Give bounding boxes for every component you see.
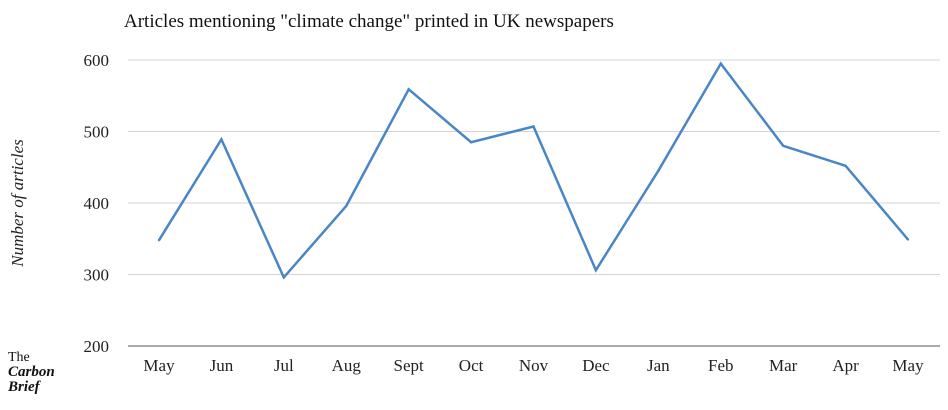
y-axis-label: Number of articles — [8, 139, 27, 268]
data-point — [719, 62, 722, 65]
x-tick-label: Sept — [394, 356, 425, 375]
x-tick-label: Dec — [582, 356, 610, 375]
x-tick-label: Jun — [210, 356, 234, 375]
data-point — [407, 88, 410, 91]
data-point — [469, 141, 473, 144]
data-point — [781, 144, 785, 147]
x-tick-label: Oct — [459, 356, 484, 375]
y-tick-label: 400 — [84, 194, 110, 213]
x-tick-label: Nov — [519, 356, 549, 375]
x-tick-label: May — [143, 356, 175, 375]
x-tick-label: Jan — [647, 356, 670, 375]
logo-the-text: The — [8, 350, 30, 365]
data-point — [657, 169, 660, 173]
data-point — [282, 276, 286, 279]
data-point — [594, 269, 598, 272]
series-line-group — [157, 61, 909, 280]
data-points — [157, 62, 910, 279]
x-tick-label: Mar — [769, 356, 798, 375]
y-axis-ticks: 200 300 400 500 600 — [84, 51, 110, 356]
y-tick-label: 500 — [84, 123, 110, 142]
data-point — [345, 204, 348, 208]
series-line — [157, 61, 909, 280]
y-tick-label: 300 — [84, 266, 110, 285]
data-point — [157, 238, 161, 242]
logo-brief-text: Brief — [7, 379, 42, 395]
x-tick-label: May — [892, 356, 924, 375]
x-tick-label: Jul — [274, 356, 294, 375]
x-tick-label: Apr — [832, 356, 859, 375]
x-axis-ticks: May Jun Jul Aug Sept Oct Nov Dec Jan Feb Mar Apr May — [143, 356, 924, 375]
data-point — [532, 125, 535, 128]
gridlines — [128, 59, 940, 347]
chart-title: Articles mentioning "climate change" pri… — [124, 11, 614, 32]
data-point — [906, 238, 910, 241]
logo-carbon-text: Carbon — [8, 364, 55, 380]
y-tick-label: 600 — [84, 51, 110, 70]
carbon-brief-logo: The Carbon Brief — [7, 350, 55, 395]
data-point — [844, 164, 847, 168]
x-tick-label: Feb — [708, 356, 734, 375]
data-point — [220, 138, 223, 141]
y-tick-label: 200 — [84, 337, 110, 356]
x-tick-label: Aug — [332, 356, 362, 375]
